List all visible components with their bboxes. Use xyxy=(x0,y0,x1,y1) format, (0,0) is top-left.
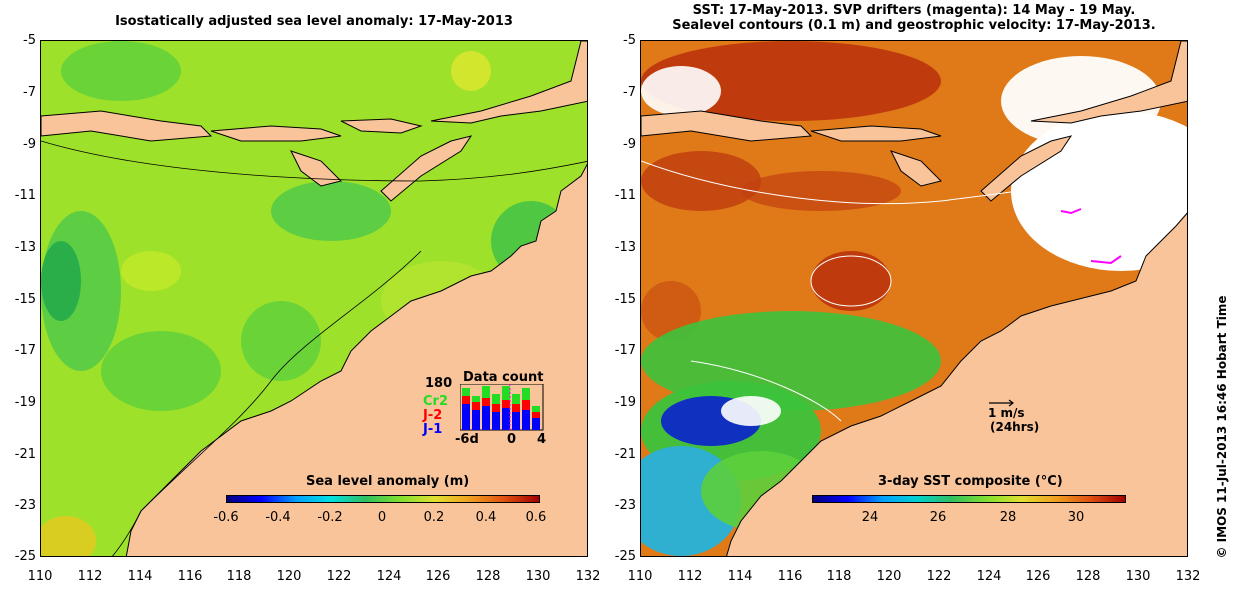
lat-tick: -23 xyxy=(614,498,636,513)
sst-map-canvas xyxy=(641,41,1187,556)
lat-tick: -5 xyxy=(23,33,36,48)
sst-colorbar-tick: 26 xyxy=(929,510,947,525)
lat-tick: -15 xyxy=(614,292,636,307)
imos-credit: © IMOS 11-Jul-2013 16:46 Hobart Time xyxy=(1215,295,1229,559)
lon-tick: 114 xyxy=(727,569,753,584)
sla-map-canvas xyxy=(41,41,587,556)
right-panel-title-line1: SST: 17-May-2013. SVP drifters (magenta)… xyxy=(692,3,1136,18)
sla-colorbar-tick: 0.4 xyxy=(475,510,497,525)
lat-tick: -21 xyxy=(614,447,636,462)
left-panel-title: Isostatically adjusted sea level anomaly… xyxy=(115,14,513,29)
sla-colorbar xyxy=(226,495,540,503)
sla-colorbar-title: Sea level anomaly (m) xyxy=(306,474,470,489)
right-panel-title-line2: Sealevel contours (0.1 m) and geostrophi… xyxy=(672,18,1156,33)
sla-colorbar-tick: -0.4 xyxy=(265,510,291,525)
sst-colorbar-tick: 30 xyxy=(1067,510,1085,525)
lon-tick: 118 xyxy=(826,569,852,584)
mission-label-j2: J-2 xyxy=(423,408,443,423)
lon-tick: 114 xyxy=(127,569,153,584)
lat-tick: -7 xyxy=(623,85,636,100)
lat-tick: -7 xyxy=(23,85,36,100)
data-count-max-label: 180 xyxy=(425,376,453,391)
lon-tick: 132 xyxy=(1175,569,1201,584)
lon-tick: 126 xyxy=(425,569,451,584)
lat-tick: -11 xyxy=(14,188,36,203)
sla-colorbar-tick: 0 xyxy=(377,510,387,525)
lon-tick: 110 xyxy=(27,569,53,584)
lat-tick: -9 xyxy=(23,137,36,152)
velocity-key-period: (24hrs) xyxy=(990,420,1040,434)
velocity-key-speed: 1 m/s xyxy=(988,406,1025,420)
sst-colorbar-title: 3-day SST composite (°C) xyxy=(878,474,1063,489)
lon-tick: 130 xyxy=(1125,569,1151,584)
lon-tick: 128 xyxy=(475,569,501,584)
data-count-histogram xyxy=(460,384,544,431)
lat-tick: -9 xyxy=(623,137,636,152)
data-count-tick-zero: 0 xyxy=(507,432,517,447)
lat-tick: -21 xyxy=(14,447,36,462)
lon-tick: 130 xyxy=(525,569,551,584)
sst-map xyxy=(640,40,1188,557)
sla-colorbar-tick: -0.2 xyxy=(317,510,343,525)
mission-label-j1: J-1 xyxy=(423,422,443,437)
lat-tick: -11 xyxy=(614,188,636,203)
lat-tick: -19 xyxy=(614,395,636,410)
sst-colorbar-tick: 24 xyxy=(861,510,879,525)
data-count-tick-start: -6d xyxy=(455,432,479,447)
lat-tick: -15 xyxy=(14,292,36,307)
lon-tick: 116 xyxy=(177,569,203,584)
data-count-title: Data count xyxy=(463,370,544,385)
sla-colorbar-tick: 0.6 xyxy=(525,510,547,525)
lon-tick: 120 xyxy=(876,569,902,584)
lon-tick: 110 xyxy=(627,569,653,584)
sst-colorbar xyxy=(812,495,1126,503)
lon-tick: 122 xyxy=(326,569,352,584)
sla-colorbar-tick: 0.2 xyxy=(423,510,445,525)
lon-tick: 116 xyxy=(777,569,803,584)
lon-tick: 118 xyxy=(226,569,252,584)
lon-tick: 124 xyxy=(976,569,1002,584)
lon-tick: 128 xyxy=(1075,569,1101,584)
sea-level-anomaly-map xyxy=(40,40,588,557)
lat-tick: -13 xyxy=(14,240,36,255)
lat-tick: -17 xyxy=(614,343,636,358)
lon-tick: 124 xyxy=(376,569,402,584)
lat-tick: -19 xyxy=(14,395,36,410)
lon-tick: 122 xyxy=(926,569,952,584)
lon-tick: 126 xyxy=(1025,569,1051,584)
lat-tick: -5 xyxy=(623,33,636,48)
lon-tick: 112 xyxy=(77,569,103,584)
mission-label-cr2: Cr2 xyxy=(423,394,448,409)
lat-tick: -13 xyxy=(614,240,636,255)
sst-colorbar-tick: 28 xyxy=(999,510,1017,525)
lon-tick: 120 xyxy=(276,569,302,584)
lat-tick: -25 xyxy=(614,549,636,564)
lon-tick: 112 xyxy=(677,569,703,584)
data-count-tick-end: 4 xyxy=(537,432,547,447)
sla-colorbar-tick: -0.6 xyxy=(213,510,239,525)
lat-tick: -23 xyxy=(14,498,36,513)
lat-tick: -25 xyxy=(14,549,36,564)
lat-tick: -17 xyxy=(14,343,36,358)
lon-tick: 132 xyxy=(575,569,601,584)
